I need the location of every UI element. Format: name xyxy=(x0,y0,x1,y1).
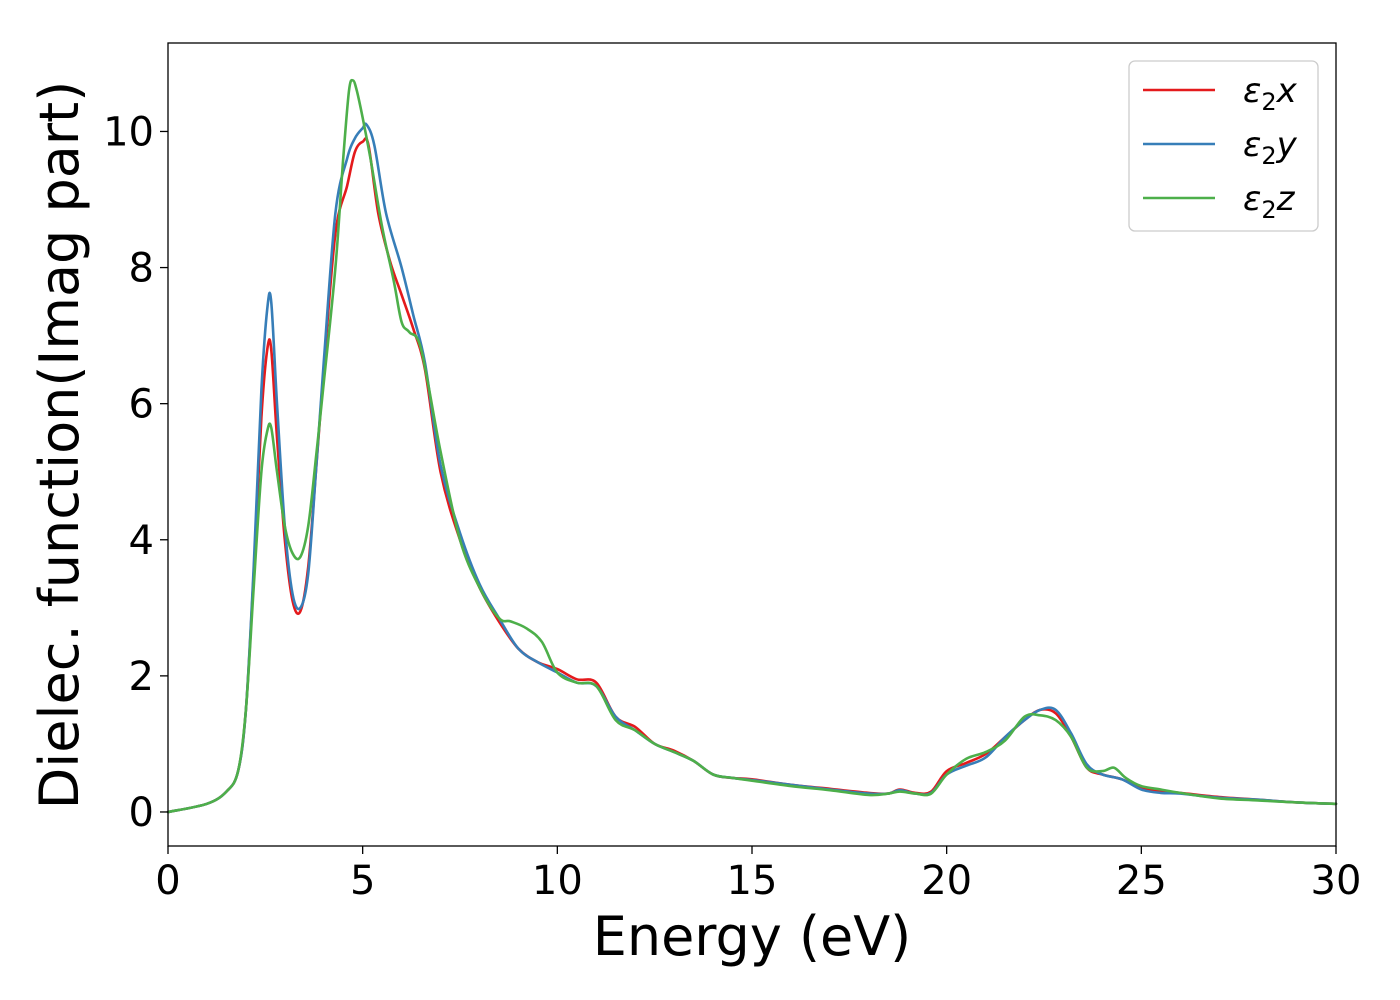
series-line-z xyxy=(166,78,1338,814)
x-axis-label: Energy (eV) xyxy=(593,905,912,968)
x-tick-label: 15 xyxy=(727,858,778,904)
y-axis-label: Dielec. function(Imag part) xyxy=(28,81,91,810)
y-tick-label: 8 xyxy=(129,246,154,292)
x-tick-label: 5 xyxy=(350,858,375,904)
series-layer xyxy=(166,78,1338,814)
legend: ε2x ε2y ε2z xyxy=(1128,60,1319,232)
legend-label-z: ε2z xyxy=(1243,179,1296,224)
x-tick-label: 10 xyxy=(532,858,583,904)
y-tick-label: 10 xyxy=(103,109,154,155)
x-axis: 0 5 10 15 20 25 30 xyxy=(155,846,1361,904)
legend-label-x: ε2x xyxy=(1243,71,1298,116)
legend-frame xyxy=(1128,60,1319,232)
y-tick-label: 2 xyxy=(129,654,154,700)
y-tick-label: 4 xyxy=(129,518,154,564)
x-tick-label: 30 xyxy=(1311,858,1362,904)
y-tick-label: 6 xyxy=(129,382,154,428)
y-tick-label: 0 xyxy=(129,790,154,836)
y-axis: 0 2 4 6 8 10 xyxy=(103,109,168,836)
legend-label-y: ε2y xyxy=(1243,125,1298,170)
x-tick-label: 25 xyxy=(1116,858,1167,904)
x-tick-label: 20 xyxy=(921,858,972,904)
x-tick-label: 0 xyxy=(155,858,180,904)
